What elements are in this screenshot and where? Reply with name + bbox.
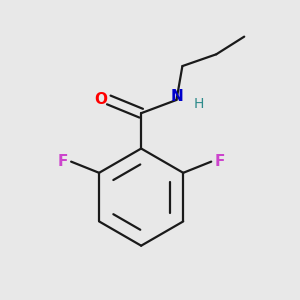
Text: F: F xyxy=(214,154,225,169)
Text: N: N xyxy=(170,88,183,104)
Text: F: F xyxy=(58,154,68,169)
Text: H: H xyxy=(194,97,204,111)
Text: O: O xyxy=(94,92,107,106)
